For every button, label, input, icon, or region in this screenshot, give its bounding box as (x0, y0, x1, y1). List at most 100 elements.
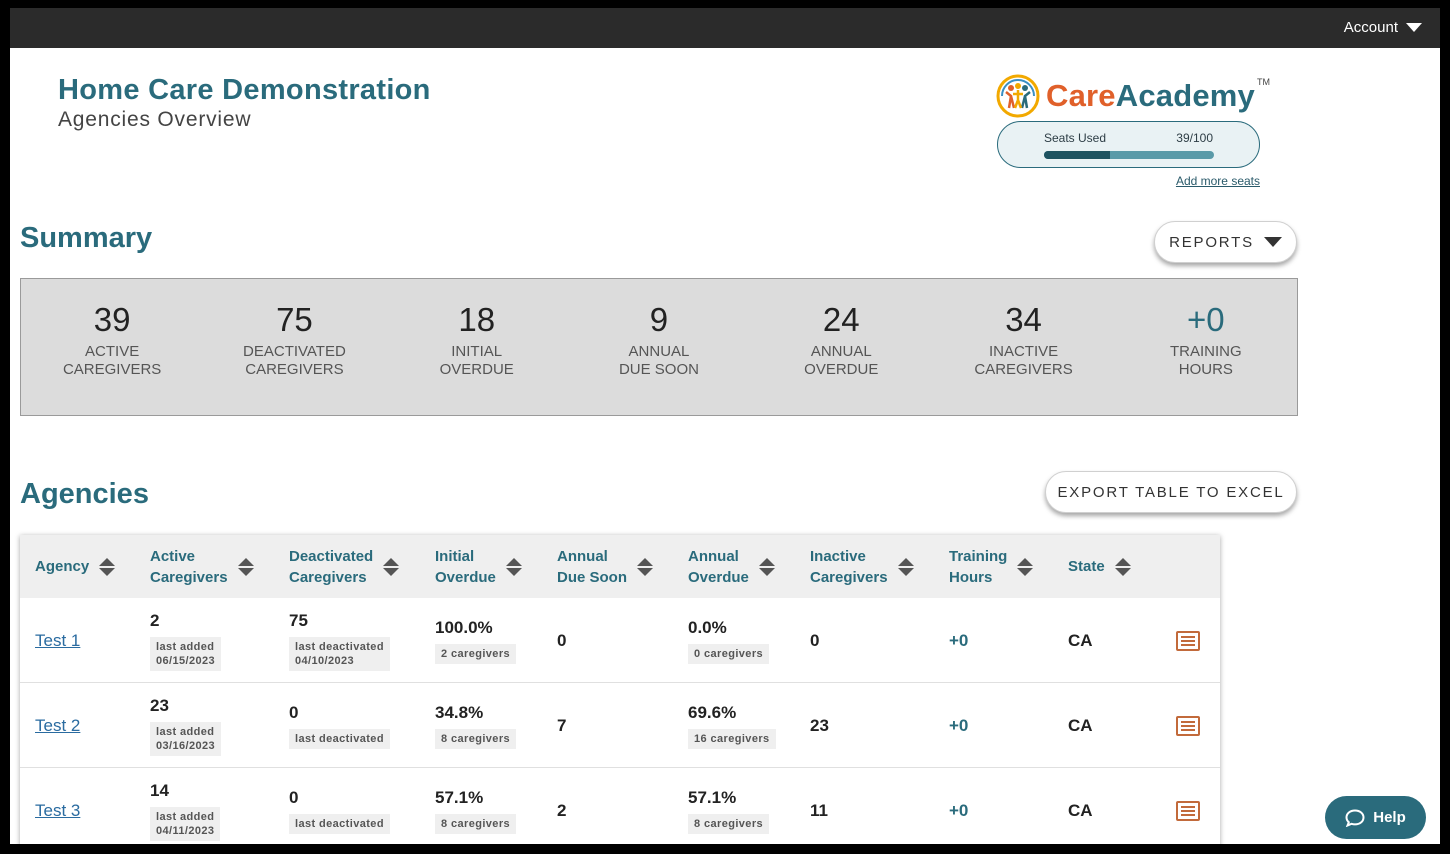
stat-label: DEACTIVATED CAREGIVERS (243, 343, 346, 378)
deactivated-cell: 0 last deactivated (289, 683, 390, 768)
annual-due-soon-cell: 2 (557, 768, 566, 844)
column-label: Initial Overdue (435, 547, 496, 586)
export-table-button[interactable]: EXPORT TABLE TO EXCEL (1045, 471, 1297, 513)
initial-overdue-count: 8 caregivers (435, 728, 517, 749)
chat-bubble-icon (1345, 808, 1365, 827)
training-hours: +0 (949, 715, 969, 735)
inactive-count: 23 (810, 715, 829, 735)
main-content: Home Care Demonstration Agencies Overvie… (10, 48, 1440, 844)
training-hours: +0 (949, 630, 969, 650)
annual-due-soon-count: 7 (557, 715, 567, 735)
state-cell: CA (1068, 683, 1093, 768)
column-header-deactivated-caregivers[interactable]: Deactivated Caregivers (289, 535, 400, 598)
help-label: Help (1373, 809, 1406, 826)
sort-icon (637, 557, 653, 577)
column-label: Annual Due Soon (557, 547, 627, 586)
sort-icon (897, 557, 914, 577)
logo-wordmark: CareAcademy (1046, 78, 1255, 114)
annual-overdue-pct: 0.0% (688, 617, 727, 637)
stat-value: 75 (276, 301, 313, 338)
table-row: Test 3 14 last added 04/11/2023 0 last dea… (20, 768, 1220, 844)
column-header-initial-overdue[interactable]: Initial Overdue (435, 535, 522, 598)
training-hours-cell: +0 (949, 768, 968, 844)
column-header-inactive-caregivers[interactable]: Inactive Caregivers (810, 535, 914, 598)
column-header-annual-overdue[interactable]: Annual Overdue (688, 535, 775, 598)
agencies-heading: Agencies (20, 478, 149, 510)
column-header-training-hours[interactable]: Training Hours (949, 535, 1034, 598)
inactive-count: 0 (810, 630, 820, 650)
annual-overdue-pct: 57.1% (688, 787, 737, 807)
sort-icon (1017, 557, 1034, 577)
seats-progress-fill (1044, 151, 1111, 159)
last-added-note: last added 06/15/2023 (150, 636, 222, 671)
state: CA (1068, 800, 1093, 820)
page-subtitle: Agencies Overview (58, 108, 252, 131)
report-cell (1176, 598, 1200, 683)
agency-link[interactable]: Test 3 (35, 800, 81, 820)
stat-value: 9 (649, 301, 669, 338)
stat-label: INITIAL OVERDUE (439, 343, 514, 378)
report-list-icon[interactable] (1176, 630, 1200, 651)
stat-active-caregivers: 39 ACTIVE CAREGIVERS (32, 301, 192, 379)
active-count: 2 (150, 610, 160, 630)
deactivated-cell: 75 last deactivated 04/10/2023 (289, 598, 390, 683)
column-header-agency[interactable]: Agency (35, 535, 116, 598)
table-header: Agency Active Caregivers Deactivated Car… (20, 535, 1220, 598)
initial-overdue-cell: 100.0% 2 caregivers (435, 598, 517, 683)
deactivated-cell: 0 last deactivated (289, 768, 390, 844)
logo-people-icon (996, 74, 1040, 118)
state-cell: CA (1068, 768, 1093, 844)
column-header-annual-due-soon[interactable]: Annual Due Soon (557, 535, 653, 598)
page-title: Home Care Demonstration (58, 74, 431, 106)
help-button[interactable]: Help (1325, 796, 1426, 839)
reports-label: REPORTS (1169, 233, 1254, 251)
account-menu[interactable]: Account (1344, 19, 1422, 36)
stat-training-hours: +0 TRAINING HOURS (1126, 301, 1286, 379)
active-cell: 23 last added 03/16/2023 (150, 683, 222, 768)
agency-link[interactable]: Test 2 (35, 715, 81, 735)
seats-used-label: Seats Used (1044, 131, 1107, 145)
stat-label: TRAINING HOURS (1169, 343, 1242, 378)
stat-value: +0 (1187, 301, 1225, 338)
initial-overdue-cell: 57.1% 8 caregivers (435, 768, 517, 844)
initial-overdue-cell: 34.8% 8 caregivers (435, 683, 517, 768)
training-hours-cell: +0 (949, 598, 968, 683)
seats-progress-bar (1044, 151, 1214, 159)
logo-academy: Academy (1115, 78, 1255, 113)
reports-dropdown-button[interactable]: REPORTS (1154, 221, 1297, 263)
account-label: Account (1343, 19, 1398, 36)
stat-value: 39 (93, 301, 131, 338)
last-added-note: last added 04/11/2023 (150, 806, 221, 841)
stat-label: ANNUAL OVERDUE (804, 343, 879, 378)
stat-value: 24 (822, 301, 860, 338)
initial-overdue-pct: 57.1% (435, 787, 484, 807)
seats-used-count: 39/100 (1176, 131, 1213, 145)
column-label: Inactive Caregivers (810, 547, 888, 586)
sort-icon (758, 557, 775, 577)
inactive-count: 11 (810, 800, 828, 820)
table-row: Test 1 2 last added 06/15/2023 75 last dea… (20, 598, 1220, 683)
active-count: 23 (150, 695, 169, 715)
report-list-icon[interactable] (1176, 715, 1200, 736)
add-more-seats-link[interactable]: Add more seats (1175, 174, 1260, 188)
state: CA (1068, 630, 1093, 650)
report-list-icon[interactable] (1176, 800, 1200, 821)
column-header-state[interactable]: State (1068, 535, 1131, 598)
annual-due-soon-count: 2 (557, 800, 567, 820)
annual-overdue-cell: 0.0% 0 caregivers (688, 598, 770, 683)
initial-overdue-count: 8 caregivers (435, 813, 517, 834)
stat-label: ACTIVE CAREGIVERS (62, 343, 162, 378)
annual-overdue-count: 8 caregivers (688, 813, 770, 834)
report-cell (1176, 683, 1200, 768)
agency-link[interactable]: Test 1 (35, 630, 81, 650)
initial-overdue-count: 2 caregivers (435, 643, 517, 664)
state: CA (1068, 715, 1093, 735)
annual-due-soon-count: 0 (557, 630, 567, 650)
annual-overdue-cell: 57.1% 8 caregivers (688, 768, 770, 844)
column-label: State (1068, 558, 1105, 575)
inactive-cell: 11 (810, 768, 828, 844)
column-header-active-caregivers[interactable]: Active Caregivers (150, 535, 254, 598)
column-label: Deactivated Caregivers (289, 547, 374, 586)
stat-initial-overdue: 18 INITIAL OVERDUE (397, 301, 557, 379)
